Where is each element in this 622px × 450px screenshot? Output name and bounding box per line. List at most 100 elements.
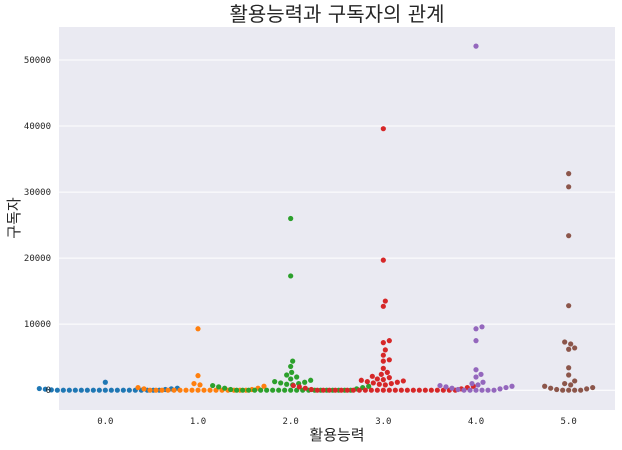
data-point — [369, 373, 375, 379]
data-point — [461, 387, 467, 393]
data-point — [276, 387, 282, 393]
data-point — [102, 379, 108, 385]
data-point — [302, 379, 308, 385]
y-tick-label: 20000 — [24, 254, 51, 264]
data-point — [422, 387, 428, 393]
data-point — [108, 387, 114, 393]
data-point — [294, 374, 300, 380]
data-point — [290, 382, 296, 389]
data-point — [183, 387, 189, 393]
x-tick-label: 4.0 — [468, 417, 484, 427]
data-point — [480, 379, 486, 385]
data-point — [66, 387, 72, 393]
data-point — [497, 386, 503, 392]
data-point — [478, 371, 484, 377]
data-point — [584, 386, 590, 392]
data-point — [366, 383, 372, 389]
data-point — [590, 384, 596, 391]
data-point — [210, 382, 216, 389]
data-point — [171, 387, 177, 393]
data-point — [288, 376, 294, 382]
data-point — [356, 387, 362, 393]
data-point — [554, 386, 560, 393]
data-point — [264, 387, 270, 393]
data-point — [362, 387, 368, 393]
data-point — [566, 346, 572, 352]
data-point — [380, 352, 386, 358]
data-point — [240, 387, 246, 393]
data-point — [475, 382, 481, 388]
x-tick-label: 0.0 — [97, 417, 113, 427]
data-point — [572, 378, 578, 384]
data-point — [246, 387, 252, 393]
data-point — [308, 386, 314, 393]
data-point — [566, 387, 572, 393]
data-point — [270, 387, 276, 393]
data-point — [578, 387, 584, 393]
data-point — [141, 386, 147, 392]
data-point — [60, 387, 66, 393]
data-point — [358, 377, 364, 383]
data-point — [382, 298, 388, 304]
data-point — [282, 387, 288, 393]
y-tick-label: 10000 — [24, 320, 51, 330]
data-point — [572, 387, 578, 393]
data-point — [78, 387, 84, 393]
data-point — [434, 387, 440, 393]
data-point — [201, 387, 207, 393]
data-point — [572, 345, 578, 351]
data-point — [308, 377, 314, 383]
data-point — [566, 365, 572, 371]
data-point — [320, 387, 326, 393]
data-point — [54, 387, 60, 393]
data-point — [159, 387, 165, 393]
data-point — [344, 387, 350, 393]
plot-background — [59, 27, 615, 410]
x-tick-label: 5.0 — [561, 417, 577, 427]
data-point — [364, 379, 370, 385]
x-tick-labels: 0.0 1.0 2.0 3.0 4.0 5.0 — [97, 417, 577, 427]
data-point — [374, 387, 380, 393]
data-point — [272, 379, 278, 385]
data-point — [380, 303, 386, 309]
data-point — [374, 376, 380, 382]
data-point — [394, 379, 400, 385]
data-point — [566, 171, 572, 177]
data-point — [90, 387, 96, 393]
data-point — [135, 384, 141, 391]
data-point — [473, 338, 479, 344]
data-point — [443, 384, 449, 390]
x-tick-label: 2.0 — [283, 417, 299, 427]
data-point — [473, 326, 479, 332]
data-point — [195, 387, 201, 393]
data-point — [386, 357, 392, 363]
data-point — [386, 387, 392, 393]
data-point — [566, 233, 572, 239]
data-point — [473, 367, 479, 373]
data-point — [485, 387, 491, 393]
data-point — [473, 43, 479, 49]
data-point — [380, 340, 386, 346]
data-point — [376, 381, 382, 387]
data-point — [284, 381, 290, 387]
data-point — [296, 384, 302, 390]
data-point — [380, 387, 386, 393]
data-point — [368, 387, 374, 393]
data-point — [195, 373, 201, 379]
data-point — [473, 374, 479, 380]
data-point — [48, 387, 54, 393]
y-tick-label: 50000 — [24, 56, 51, 66]
data-point — [147, 387, 153, 393]
data-point — [479, 324, 485, 330]
data-point — [509, 383, 515, 389]
x-tick-label: 3.0 — [375, 417, 391, 427]
data-point — [392, 387, 398, 393]
y-tick-label: 40000 — [24, 122, 51, 132]
data-point — [437, 382, 443, 389]
data-point — [548, 385, 554, 391]
data-point — [261, 383, 267, 389]
data-point — [326, 387, 332, 393]
data-point — [400, 378, 406, 384]
data-point — [378, 371, 384, 377]
